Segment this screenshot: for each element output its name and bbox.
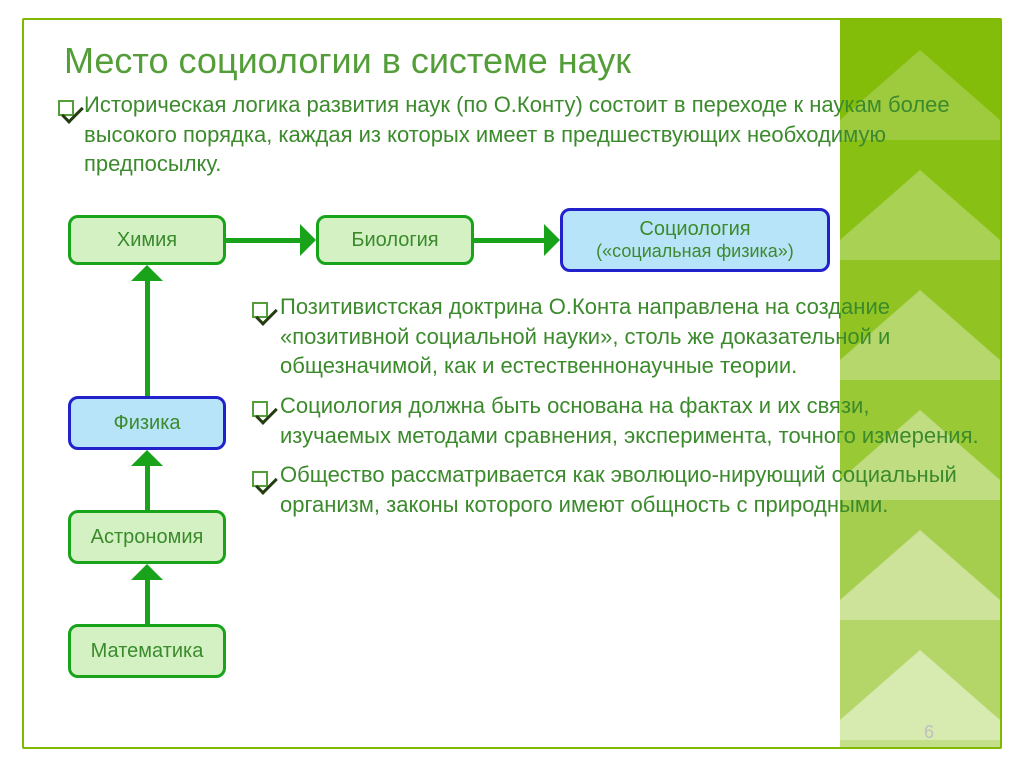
node-biology: Биология bbox=[316, 215, 474, 265]
node-label: Математика bbox=[71, 640, 223, 663]
arrow-chemistry-to-biology bbox=[226, 238, 300, 243]
check-icon bbox=[252, 462, 268, 492]
page-number: 6 bbox=[924, 722, 934, 743]
check-icon bbox=[252, 393, 268, 423]
arrow-head-icon bbox=[544, 224, 560, 256]
arrow-astronomy-to-physics bbox=[145, 466, 150, 510]
check-icon bbox=[58, 92, 74, 122]
bullet-text: Позитивистская доктрина О.Конта направле… bbox=[280, 294, 890, 378]
node-label: Социология bbox=[563, 218, 827, 241]
arrow-head-icon bbox=[131, 450, 163, 466]
node-sociology: Социология(«социальная физика») bbox=[560, 208, 830, 272]
bullet-list: Позитивистская доктрина О.Конта направле… bbox=[280, 292, 980, 530]
node-label: Химия bbox=[71, 229, 223, 252]
node-chemistry: Химия bbox=[68, 215, 226, 265]
bullet-item: Социология должна быть основана на факта… bbox=[280, 391, 980, 450]
node-sublabel: («социальная физика») bbox=[563, 241, 827, 262]
node-physics: Физика bbox=[68, 396, 226, 450]
node-label: Физика bbox=[71, 412, 223, 435]
arrow-physics-to-chemistry bbox=[145, 281, 150, 396]
node-math: Математика bbox=[68, 624, 226, 678]
bullet-item: Общество рассматривается как эволюцио-ни… bbox=[280, 460, 980, 519]
node-label: Астрономия bbox=[71, 526, 223, 549]
slide-title: Место социологии в системе наук bbox=[64, 40, 631, 81]
bullet-text: Социология должна быть основана на факта… bbox=[280, 393, 979, 448]
intro-paragraph: Историческая логика развития наук (по О.… bbox=[84, 90, 964, 179]
bullet-text: Общество рассматривается как эволюцио-ни… bbox=[280, 462, 957, 517]
intro-text: Историческая логика развития наук (по О.… bbox=[84, 92, 950, 176]
arrow-head-icon bbox=[300, 224, 316, 256]
arrow-math-to-astronomy bbox=[145, 580, 150, 624]
node-label: Биология bbox=[319, 229, 471, 252]
bullet-item: Позитивистская доктрина О.Конта направле… bbox=[280, 292, 980, 381]
arrow-head-icon bbox=[131, 564, 163, 580]
node-astronomy: Астрономия bbox=[68, 510, 226, 564]
arrow-head-icon bbox=[131, 265, 163, 281]
check-icon bbox=[252, 294, 268, 324]
arrow-biology-to-sociology bbox=[474, 238, 544, 243]
